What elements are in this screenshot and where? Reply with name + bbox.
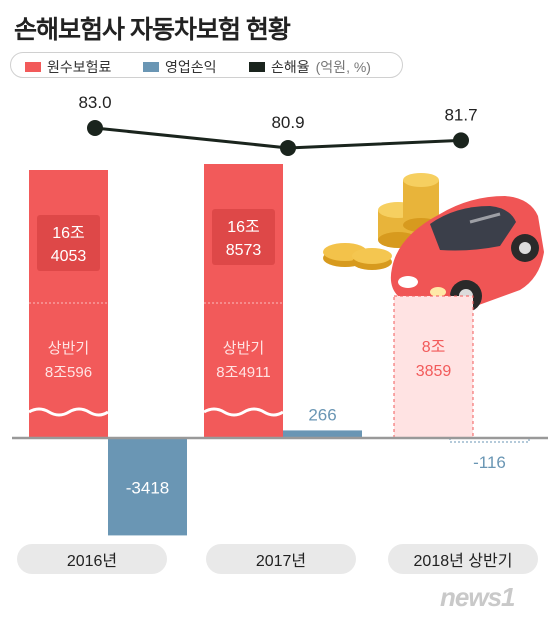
loss-ratio-point [87,120,103,136]
premium-half-label: 8조596 [45,364,92,381]
premium-half-label: 상반기 [48,340,89,357]
axis-break-mark [28,407,109,417]
premium-total-label: 16조 [227,219,260,236]
loss-ratio-label: 83.0 [78,93,111,112]
loss-ratio-label: 81.7 [444,105,477,124]
legend-swatch-loss-ratio [249,62,265,72]
profit-value-label: -3418 [126,479,169,498]
legend-label-profit: 영업손익 [165,59,217,75]
axis-break-mark [203,407,284,417]
premium-bar [394,296,473,438]
legend-label-premium: 원수보험료 [47,59,112,75]
legend-swatch-profit [143,62,159,72]
loss-ratio-point [453,132,469,149]
legend-item-profit: 영업손익 [143,57,217,77]
legend-label-loss-ratio: 손해율 [271,59,310,75]
premium-total-label: 16조 [52,225,85,242]
premium-total-label: 3859 [416,363,452,380]
premium-bar [29,170,108,438]
car-and-coins-illustration [323,173,544,312]
premium-total-label: 8573 [226,242,262,259]
loss-ratio-label: 80.9 [271,113,304,132]
legend: 원수보험료 영업손익 손해율 (억원, %) [10,52,403,78]
legend-item-loss-ratio: 손해율 (억원, %) [249,57,371,77]
profit-bar [449,437,530,443]
legend-swatch-premium [25,62,41,72]
premium-total-box [212,209,275,265]
profit-bar [283,430,362,438]
news1-logo: news1 [440,582,515,612]
premium-half-label: 8조4911 [216,364,270,381]
chart-title: 손해보험사 자동차보험 현황 [14,16,291,44]
premium-total-box [37,215,100,271]
category-label-2018-h1: 2018년 상반기 [388,544,538,574]
premium-half-label: 상반기 [223,340,264,357]
profit-value-label: -116 [473,453,506,472]
premium-total-label: 4053 [51,248,87,265]
loss-ratio-point [280,139,296,156]
category-label-2017: 2017년 [206,544,356,574]
premium-total-label: 8조 [422,339,446,356]
legend-item-premium: 원수보험료 [25,57,111,77]
profit-bar [108,438,187,536]
category-label-2016: 2016년 [17,544,167,574]
premium-bar [204,164,283,438]
profit-value-label: 266 [308,405,336,424]
legend-unit: (억원, %) [315,59,371,75]
